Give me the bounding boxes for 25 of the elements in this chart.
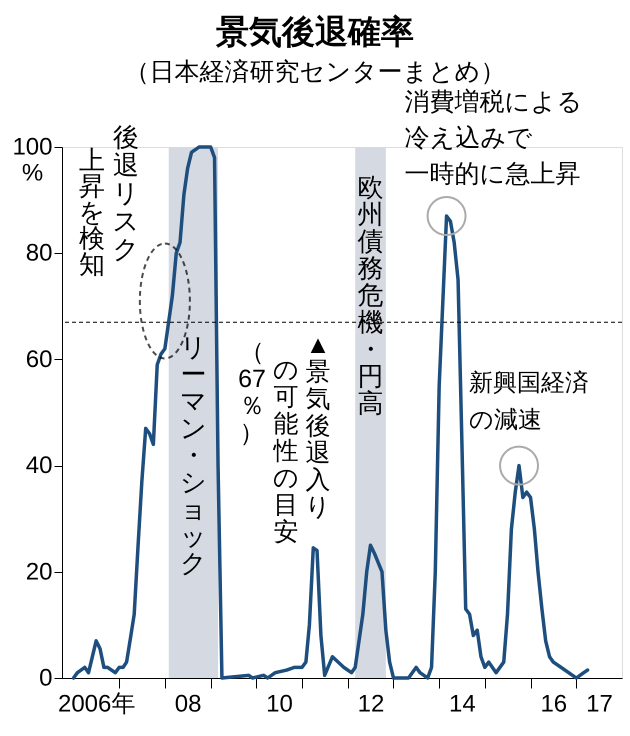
x-tick-label: 14 [448,690,476,718]
annotation: （67％） [238,338,266,447]
annotation: 上昇を検知 [78,145,106,279]
y-tick-label: 60 [26,346,52,373]
y-tick-label: 0 [39,664,52,692]
text: リーマン・ショック [180,332,207,578]
x-tick-label: 10 [266,690,293,718]
x-tick-label: 08 [174,690,202,718]
x-tick-label: 2006年 [58,690,136,718]
y-axis-title: % [22,160,44,186]
ref-line-label: ▲景気後退入り [305,331,331,522]
x-tick-label: 17 [586,690,613,718]
annotation: 新興国経済の減速 [469,370,590,434]
y-tick-label: 20 [26,558,52,586]
annotation: 後退リスク [112,122,140,264]
x-tick-label: 12 [358,690,384,718]
y-tick-label: 100 [12,134,52,160]
annotation: の可能性の目安 [272,356,299,546]
text: 欧州債務危機・円高 [358,172,384,418]
y-tick-label: 80 [26,240,52,267]
x-tick-label: 16 [540,690,568,718]
annotation: 消費増税による冷え込みで一時的に急上昇 [404,88,583,188]
chart-subtitle: （日本経済研究センターまとめ） [124,58,506,86]
chart-title: 景気後退確率 [215,13,414,50]
y-tick-label: 40 [26,452,52,480]
